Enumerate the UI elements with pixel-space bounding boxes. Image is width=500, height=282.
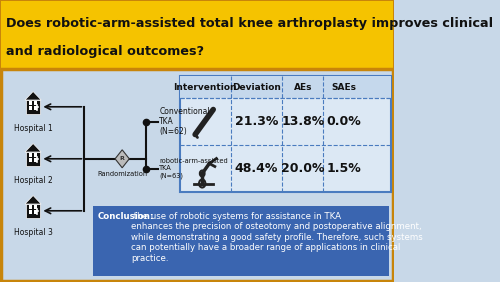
FancyBboxPatch shape [1, 1, 394, 69]
FancyBboxPatch shape [26, 100, 40, 114]
FancyBboxPatch shape [180, 76, 391, 192]
FancyBboxPatch shape [26, 204, 40, 219]
Text: SAEs: SAEs [331, 83, 356, 91]
Text: Conclusion:: Conclusion: [98, 212, 154, 221]
FancyBboxPatch shape [1, 1, 394, 281]
Text: 20.0%: 20.0% [281, 162, 324, 175]
FancyBboxPatch shape [26, 152, 40, 166]
FancyBboxPatch shape [180, 76, 391, 98]
Text: 48.4%: 48.4% [235, 162, 279, 175]
FancyBboxPatch shape [34, 205, 37, 209]
Polygon shape [25, 91, 41, 100]
Text: AEs: AEs [294, 83, 312, 91]
Polygon shape [25, 144, 41, 152]
Text: 1.5%: 1.5% [326, 162, 361, 175]
Text: Hospital 2: Hospital 2 [14, 176, 52, 185]
Text: robotic-arm-assisted
TKA
(N=63): robotic-arm-assisted TKA (N=63) [159, 158, 228, 179]
FancyBboxPatch shape [34, 153, 37, 157]
Text: Hospital 3: Hospital 3 [14, 228, 52, 237]
FancyBboxPatch shape [30, 210, 32, 214]
FancyBboxPatch shape [30, 158, 32, 162]
Text: 13.8%: 13.8% [281, 115, 324, 128]
FancyBboxPatch shape [30, 205, 32, 209]
FancyBboxPatch shape [34, 210, 37, 214]
Polygon shape [115, 150, 130, 168]
FancyBboxPatch shape [34, 107, 37, 110]
FancyBboxPatch shape [93, 206, 388, 276]
FancyBboxPatch shape [30, 107, 32, 110]
Text: Conventional
TKA
(N=62): Conventional TKA (N=62) [159, 107, 210, 136]
Text: R: R [120, 156, 124, 161]
Text: the use of robotic systems for assistance in TKA
enhances the precision of osteo: the use of robotic systems for assistanc… [131, 212, 422, 263]
FancyBboxPatch shape [34, 101, 37, 105]
Text: Deviation: Deviation [232, 83, 281, 91]
Text: and radiological outcomes?: and radiological outcomes? [6, 45, 204, 58]
Text: 0.0%: 0.0% [326, 115, 361, 128]
FancyBboxPatch shape [34, 158, 37, 162]
Text: Does robotic-arm-assisted total knee arthroplasty improves clinical: Does robotic-arm-assisted total knee art… [6, 17, 494, 30]
Text: Intervention: Intervention [174, 83, 237, 91]
Text: Hospital 1: Hospital 1 [14, 124, 52, 133]
FancyBboxPatch shape [30, 101, 32, 105]
Text: Randomization: Randomization [97, 171, 148, 177]
FancyBboxPatch shape [30, 153, 32, 157]
Polygon shape [25, 195, 41, 204]
Text: 21.3%: 21.3% [235, 115, 279, 128]
